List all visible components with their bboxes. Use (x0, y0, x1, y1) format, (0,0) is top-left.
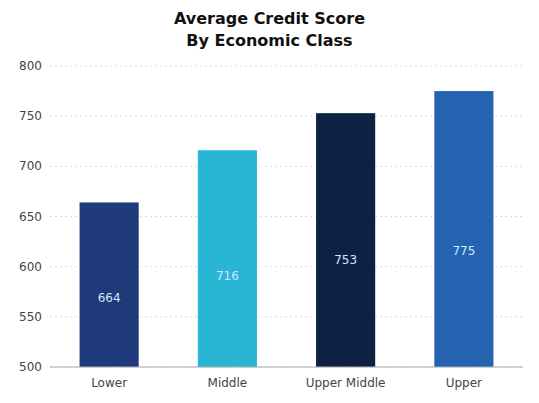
grid (50, 66, 523, 367)
grid-line (50, 367, 523, 368)
data-label: 753 (334, 253, 357, 267)
y-tick-label: 650 (19, 210, 42, 224)
x-tick-label: Lower (91, 376, 127, 390)
x-tick-label: Upper (446, 376, 482, 390)
x-tick-label: Upper Middle (306, 376, 386, 390)
data-label: 775 (452, 244, 475, 258)
page: {"chart_data": {"type": "bar", "title": … (0, 0, 539, 403)
chart: Average Credit Score By Economic Class 500… (0, 0, 539, 403)
data-label: 716 (216, 269, 239, 283)
y-tick-label: 500 (19, 360, 42, 374)
title: Average Credit Score (174, 9, 365, 28)
bar (316, 113, 375, 367)
y-tick-label: 750 (19, 109, 42, 123)
y-tick-label: 550 (19, 310, 42, 324)
y-tick-label: 700 (19, 159, 42, 173)
subtitle: By Economic Class (186, 31, 352, 50)
bar (198, 150, 257, 367)
bar (434, 91, 493, 367)
y-tick-label: 800 (19, 59, 42, 73)
x-axis-line (50, 367, 523, 368)
data-labels: 664 716 753 775 (98, 244, 476, 305)
data-label: 664 (98, 291, 121, 305)
x-tick-label: Middle (208, 376, 248, 390)
bar (80, 202, 139, 367)
grid-line (50, 66, 523, 67)
y-tick-label: 600 (19, 260, 42, 274)
bars (80, 91, 494, 367)
